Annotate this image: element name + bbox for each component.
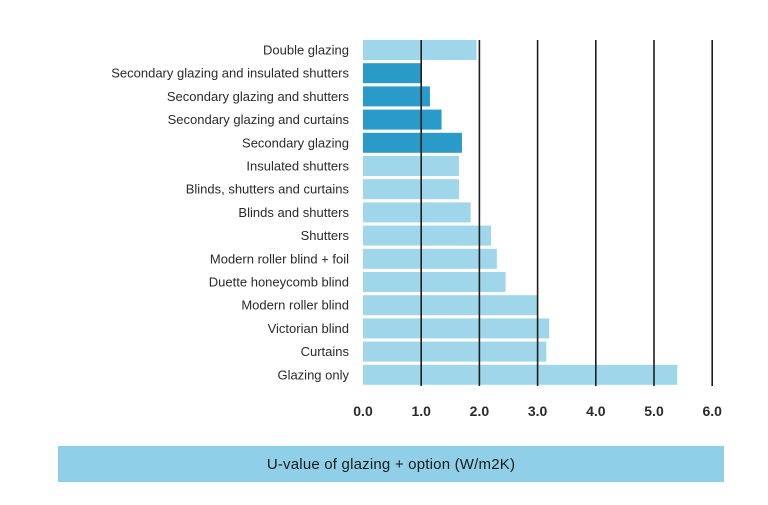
bar-7 bbox=[363, 202, 471, 223]
bar-10 bbox=[363, 272, 506, 292]
category-labels-group: Double glazing Secondary glazing and insu… bbox=[111, 43, 349, 383]
tick-label-0: 0.0 bbox=[353, 403, 373, 419]
bar-3 bbox=[363, 109, 442, 130]
bar-2 bbox=[363, 86, 430, 107]
bar-1 bbox=[363, 63, 422, 84]
tick-labels-group: 0.0 1.0 2.0 3.0 4.0 5.0 6.0 bbox=[353, 403, 722, 419]
bar-11 bbox=[363, 295, 538, 316]
category-label-1: Secondary glazing and insulated shutters bbox=[111, 66, 349, 81]
category-label-3: Secondary glazing and curtains bbox=[168, 112, 350, 127]
bars-group bbox=[363, 40, 678, 385]
bar-14 bbox=[363, 364, 678, 385]
tick-label-5: 5.0 bbox=[644, 403, 664, 419]
category-label-8: Shutters bbox=[301, 228, 350, 243]
category-label-9: Modern roller blind + foil bbox=[210, 251, 349, 266]
bar-9 bbox=[363, 248, 497, 269]
bar-chart: Double glazing Secondary glazing and insu… bbox=[111, 40, 722, 419]
category-label-11: Modern roller blind bbox=[241, 298, 349, 313]
bar-13 bbox=[363, 341, 547, 362]
bar-8 bbox=[363, 225, 492, 246]
category-label-4: Secondary glazing bbox=[242, 135, 349, 150]
category-label-10: Duette honeycomb blind bbox=[209, 275, 349, 290]
x-axis-label: U-value of glazing + option (W/m2K) bbox=[58, 446, 724, 482]
tick-label-4: 4.0 bbox=[586, 403, 606, 419]
category-label-6: Blinds, shutters and curtains bbox=[186, 182, 350, 197]
bar-6 bbox=[363, 179, 460, 200]
tick-label-2: 2.0 bbox=[470, 403, 490, 419]
category-label-2: Secondary glazing and shutters bbox=[167, 89, 350, 104]
category-label-0: Double glazing bbox=[263, 43, 349, 58]
bar-0 bbox=[363, 40, 477, 60]
category-label-7: Blinds and shutters bbox=[238, 205, 349, 220]
category-label-14: Glazing only bbox=[277, 367, 349, 382]
bar-4 bbox=[363, 132, 462, 153]
tick-label-1: 1.0 bbox=[411, 403, 431, 419]
category-label-5: Insulated shutters bbox=[246, 159, 349, 174]
category-label-12: Victorian blind bbox=[268, 321, 349, 336]
category-label-13: Curtains bbox=[301, 344, 350, 359]
tick-label-6: 6.0 bbox=[702, 403, 722, 419]
gridlines-group bbox=[420, 40, 714, 386]
tick-label-3: 3.0 bbox=[528, 403, 548, 419]
bar-12 bbox=[363, 318, 550, 339]
bar-5 bbox=[363, 156, 460, 176]
